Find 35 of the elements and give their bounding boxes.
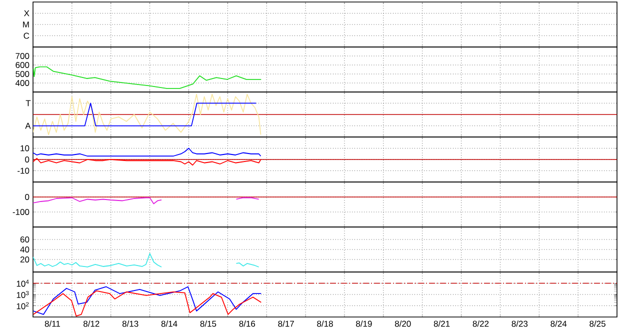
- y-tick-label: 0: [25, 194, 30, 200]
- x-tick-label: 8/16: [239, 320, 256, 327]
- y-tick-label: 500: [16, 70, 30, 77]
- y-tick-label: 10: [20, 145, 30, 152]
- y-tick-label: 10$^{2}$: [16, 302, 29, 310]
- y-tick-label: 600: [16, 62, 30, 68]
- x-tick-label: 8/22: [472, 320, 489, 327]
- y-tick-label: 400: [15, 80, 30, 86]
- x-tick-label: 8/20: [394, 320, 411, 327]
- y-tick-label: 0: [25, 156, 30, 162]
- y-tick-label: 60: [20, 236, 30, 242]
- x-tick-label: 8/24: [550, 320, 567, 327]
- x-tick-label: 8/25: [590, 320, 606, 327]
- text: M: [23, 22, 29, 28]
- x-tick-label: 8/13: [122, 320, 138, 327]
- x-tick-label: 8/23: [512, 320, 528, 327]
- text: X: [24, 10, 30, 16]
- y-tick-label: 10$^{3}$: [16, 290, 29, 298]
- x-tick-label: 8/11: [44, 320, 60, 327]
- y-tick-label: 700: [16, 52, 30, 60]
- text: T: [26, 100, 31, 106]
- x-tick-label: 8/21: [434, 320, 450, 327]
- text: C: [24, 32, 30, 39]
- y-tick-label: -100: [12, 208, 30, 215]
- y-tick-label: 10$^{4}$: [16, 280, 29, 287]
- y-tick-label: 40: [20, 246, 30, 252]
- y-tick-label: -10: [18, 168, 30, 174]
- x-tick-label: 8/19: [356, 320, 372, 327]
- x-tick-label: 8/15: [200, 320, 216, 327]
- text: A: [25, 122, 31, 129]
- y-tick-label: 20: [20, 256, 30, 262]
- x-tick-label: 8/14: [161, 320, 178, 327]
- x-tick-label: 8/17: [278, 320, 294, 327]
- x-tick-label: 8/12: [84, 320, 100, 327]
- x-tick-label: 8/18: [317, 320, 333, 327]
